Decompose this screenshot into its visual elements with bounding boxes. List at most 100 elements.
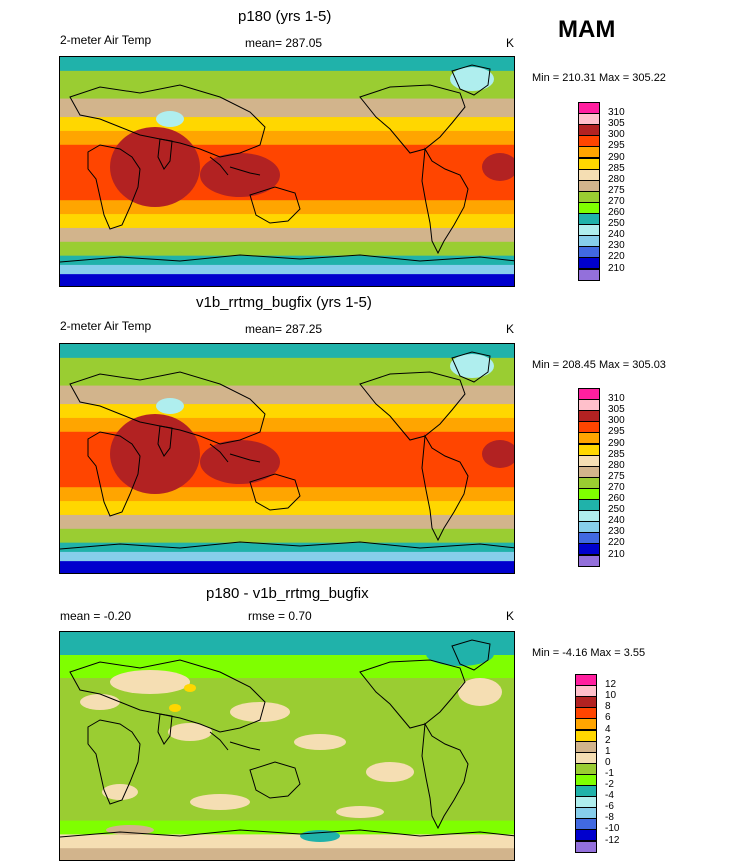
season-label: MAM xyxy=(558,16,616,43)
legend-label: 6 xyxy=(605,712,611,724)
legend-label: 310 xyxy=(608,107,625,119)
legend-label: 250 xyxy=(608,504,625,516)
temperature-band xyxy=(60,542,514,553)
legend-label: -1 xyxy=(605,767,614,779)
legend-label: 230 xyxy=(608,240,625,252)
legend-label: 220 xyxy=(608,537,625,549)
contour-region xyxy=(294,734,346,750)
legend-label: -8 xyxy=(605,812,614,824)
legend-label: 305 xyxy=(608,118,625,130)
coastline xyxy=(421,722,469,830)
legend-label: -6 xyxy=(605,801,614,813)
legend-label: 285 xyxy=(608,162,625,174)
legend-label: 270 xyxy=(608,195,625,207)
contour-region xyxy=(168,723,212,741)
temperature-band xyxy=(60,385,514,406)
legend-label: 295 xyxy=(608,140,625,152)
legend-swatch xyxy=(578,554,600,567)
legend-label: 260 xyxy=(608,493,625,504)
coastline xyxy=(60,254,514,263)
contour-region xyxy=(482,440,514,468)
legend-label: 275 xyxy=(608,184,625,196)
coastline xyxy=(359,371,466,441)
mean-label: mean= 287.05 xyxy=(245,36,323,50)
legend-swatch xyxy=(578,268,600,281)
legend-label: 10 xyxy=(605,690,617,702)
mean-label: mean= 287.25 xyxy=(245,322,323,336)
coastline xyxy=(209,156,261,176)
rmse-label: rmse = 0.70 xyxy=(248,609,312,623)
legend-label: 310 xyxy=(608,393,625,405)
panel-title: v1b_rrtmg_bugfix (yrs 1-5) xyxy=(196,294,372,311)
coastline xyxy=(157,713,173,745)
contour-region xyxy=(184,684,196,692)
legend-label: 280 xyxy=(608,173,625,185)
map-panel-p180 xyxy=(59,56,515,287)
minmax-label: Min = -4.16 Max = 3.55 xyxy=(532,647,646,659)
legend-label: 4 xyxy=(605,723,611,735)
tibet-region xyxy=(156,398,184,414)
map-panel-difference xyxy=(59,631,515,861)
coastline xyxy=(421,434,469,542)
legend-label: 210 xyxy=(608,262,625,274)
temperature-map xyxy=(60,344,514,573)
contour-region xyxy=(482,153,514,181)
contour-region xyxy=(102,784,138,800)
temperature-band xyxy=(60,227,514,243)
coastline xyxy=(87,144,141,230)
legend-label: 220 xyxy=(608,251,625,263)
coastline xyxy=(249,186,301,224)
coastline xyxy=(69,659,266,733)
legend-label: 290 xyxy=(608,151,625,163)
coastline xyxy=(209,731,261,751)
legend-label: -10 xyxy=(605,823,620,835)
difference-map xyxy=(60,632,514,860)
coastline xyxy=(87,719,141,805)
coastline xyxy=(421,147,469,255)
temperature-band xyxy=(60,57,514,72)
temperature-band xyxy=(60,820,514,836)
greenland-region xyxy=(450,354,494,378)
temperature-band xyxy=(60,528,514,544)
temperature-band xyxy=(60,561,514,573)
legend-label: 300 xyxy=(608,129,625,141)
temperature-band xyxy=(60,200,514,216)
temperature-band xyxy=(60,274,514,286)
coastline xyxy=(60,541,514,550)
coastline xyxy=(249,473,301,511)
temperature-band xyxy=(60,834,514,850)
temperature-band xyxy=(60,255,514,266)
coastline xyxy=(69,84,266,158)
legend-label: 305 xyxy=(608,404,625,416)
contour-region xyxy=(366,762,414,782)
legend-label: 280 xyxy=(608,459,625,471)
legend-label: -12 xyxy=(605,834,620,846)
legend-label: 285 xyxy=(608,448,625,460)
legend-label: 0 xyxy=(605,756,611,768)
coastline xyxy=(451,351,491,383)
legend-label: 210 xyxy=(608,548,625,560)
legend-label: 250 xyxy=(608,218,625,230)
legend-label: 240 xyxy=(608,515,625,527)
temperature-band xyxy=(60,514,514,530)
temperature-band xyxy=(60,98,514,119)
variable-label: 2-meter Air Temp xyxy=(60,33,152,47)
contour-region xyxy=(110,414,200,494)
coastline xyxy=(249,761,301,799)
contour-region xyxy=(200,71,300,91)
legend-label: 275 xyxy=(608,470,625,482)
panel-title: p180 (yrs 1-5) xyxy=(238,8,332,25)
contour-region xyxy=(336,806,384,818)
legend-label: 8 xyxy=(605,701,611,713)
units-label: K xyxy=(506,609,515,623)
legend-label: 260 xyxy=(608,207,625,218)
legend-label: 240 xyxy=(608,229,625,241)
units-label: K xyxy=(506,36,515,50)
contour-region xyxy=(110,670,190,694)
coastline xyxy=(87,431,141,517)
temperature-band xyxy=(60,551,514,563)
contour-region xyxy=(458,678,502,706)
coastline xyxy=(359,84,466,154)
greenland-region xyxy=(450,67,494,91)
minmax-label: Min = 210.31 Max = 305.22 xyxy=(532,72,666,84)
